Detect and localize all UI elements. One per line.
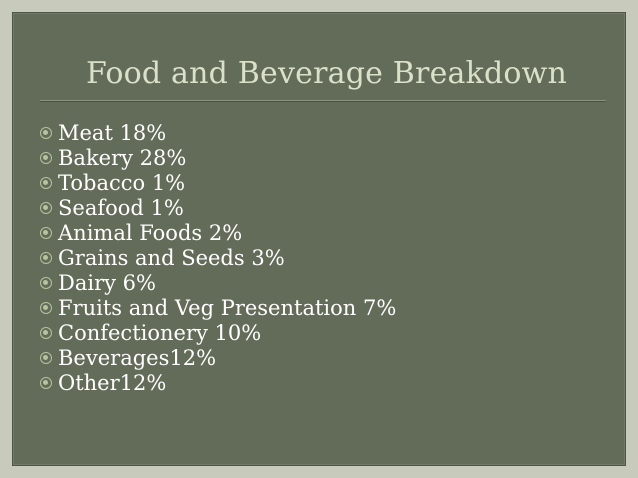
list-item-text: Meat 18% bbox=[58, 121, 167, 145]
circle-dot-bullet-icon bbox=[40, 352, 52, 364]
list-item-text: Bakery 28% bbox=[58, 146, 187, 170]
slide-frame bbox=[12, 12, 626, 466]
circle-dot-bullet-icon bbox=[40, 302, 52, 314]
circle-dot-bullet-icon bbox=[40, 152, 52, 164]
list-item-text: Tobacco 1% bbox=[58, 171, 186, 195]
list-item-text: Confectionery 10% bbox=[58, 321, 262, 345]
circle-dot-bullet-icon bbox=[40, 177, 52, 189]
circle-dot-bullet-icon bbox=[40, 277, 52, 289]
list-item-text: Dairy 6% bbox=[58, 271, 156, 295]
circle-dot-bullet-icon bbox=[40, 227, 52, 239]
list-item-text: Beverages12% bbox=[58, 346, 217, 370]
title-divider-shadow bbox=[40, 101, 606, 102]
circle-dot-bullet-icon bbox=[40, 327, 52, 339]
list-item-text: Animal Foods 2% bbox=[58, 221, 243, 245]
list-item-text: Grains and Seeds 3% bbox=[58, 246, 285, 270]
circle-dot-bullet-icon bbox=[40, 202, 52, 214]
circle-dot-bullet-icon bbox=[40, 252, 52, 264]
list-item-text: Other12% bbox=[58, 371, 167, 395]
title-divider bbox=[40, 100, 606, 101]
list-item-text: Seafood 1% bbox=[58, 196, 184, 220]
slide-title: Food and Beverage Breakdown bbox=[86, 56, 568, 91]
list-item-text: Fruits and Veg Presentation 7% bbox=[58, 296, 397, 320]
circle-dot-bullet-icon bbox=[40, 377, 52, 389]
circle-dot-bullet-icon bbox=[40, 127, 52, 139]
